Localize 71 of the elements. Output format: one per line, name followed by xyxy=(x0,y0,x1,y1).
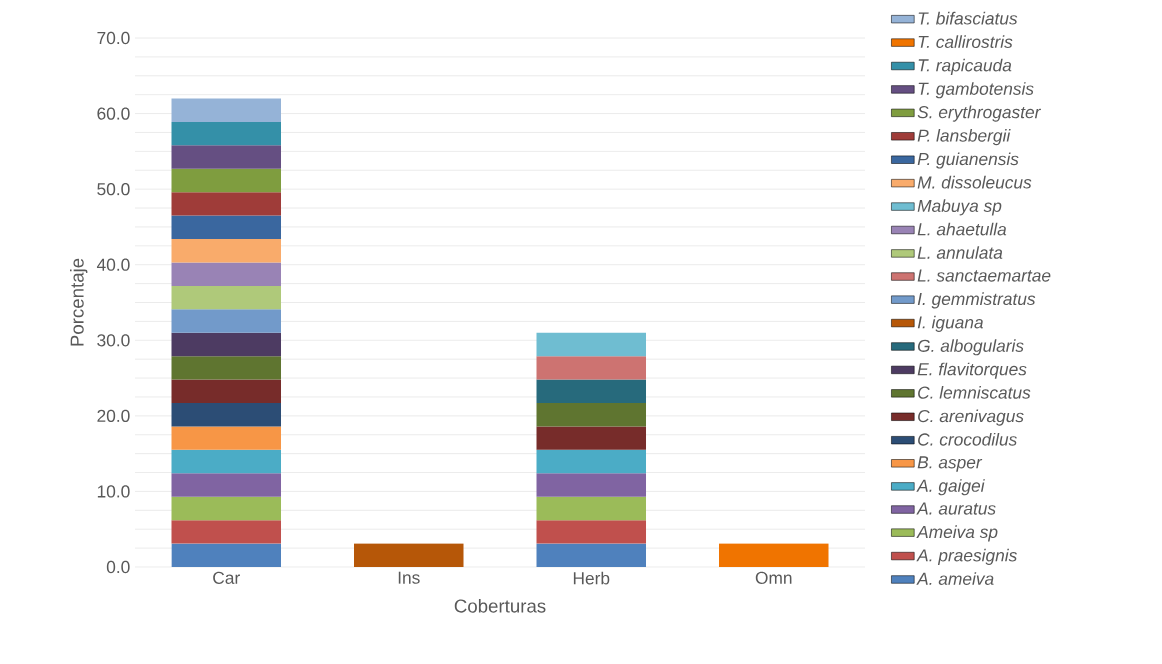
legend-label: I. gemmistratus xyxy=(917,292,1036,309)
bar xyxy=(171,403,282,427)
legend-label: C. arenivagus xyxy=(918,409,1024,426)
bar xyxy=(171,449,282,474)
x-tick-label: Herb xyxy=(573,571,610,585)
bar xyxy=(171,168,282,193)
legend-label: Ameiva sp xyxy=(916,525,998,542)
bar xyxy=(171,192,282,216)
bar xyxy=(171,215,282,240)
bar xyxy=(536,332,647,357)
bar xyxy=(719,543,829,567)
x-axis-title: Coberturas xyxy=(454,598,546,613)
bar xyxy=(536,543,647,567)
legend-label: T. bifasciatus xyxy=(918,11,1018,25)
y-tick-label: 10.0 xyxy=(97,485,130,498)
legend-label: M. dissoleucus xyxy=(917,175,1032,189)
bar xyxy=(536,403,647,427)
legend-label: G. albogularis xyxy=(917,339,1024,356)
bar xyxy=(171,473,282,497)
legend-label: C. lemniscatus xyxy=(918,386,1031,399)
bar xyxy=(536,379,647,404)
legend-label: P. guianensis xyxy=(917,152,1019,169)
bar xyxy=(171,262,282,286)
y-tick-label: 20.0 xyxy=(97,409,130,422)
bar xyxy=(354,543,464,567)
legend-label: B. asper xyxy=(917,456,983,472)
bar xyxy=(536,496,647,521)
legend-label: A. praesignis xyxy=(916,548,1017,565)
y-tick-label: 40.0 xyxy=(96,258,130,271)
bar xyxy=(171,98,282,122)
bar xyxy=(171,543,282,567)
bar xyxy=(536,449,647,474)
x-tick-label: Omn xyxy=(755,571,792,584)
bar xyxy=(171,145,282,169)
bar xyxy=(171,309,282,333)
legend-label: T. gambotensis xyxy=(918,82,1034,99)
bar xyxy=(536,426,647,450)
bar xyxy=(171,520,282,544)
y-tick-label: 0.0 xyxy=(106,560,130,574)
y-tick-label: 50.0 xyxy=(97,183,130,196)
bar xyxy=(171,496,282,521)
bar xyxy=(171,356,282,380)
bar xyxy=(536,520,647,544)
x-tick-label: Car xyxy=(213,571,240,584)
bar xyxy=(171,121,282,146)
legend-label: E. flavitorques xyxy=(917,362,1027,379)
legend-label: L. annulata xyxy=(917,246,1003,259)
x-tick-label: Ins xyxy=(398,571,420,584)
bar xyxy=(171,332,282,357)
bar xyxy=(171,239,282,263)
legend-label: T. rapicauda xyxy=(918,58,1012,75)
y-tick-label: 30.0 xyxy=(97,334,130,347)
legend-label: P. lansbergii xyxy=(917,129,1011,146)
legend-label: S. erythrogaster xyxy=(917,105,1042,122)
bar xyxy=(171,426,282,450)
legend-label: A. ameiva xyxy=(916,572,994,585)
bar xyxy=(536,473,647,497)
legend-label: L. sanctaemartae xyxy=(917,269,1051,282)
legend-label: I. iguana xyxy=(917,315,984,332)
bar xyxy=(171,285,282,310)
y-axis-title: Porcentaje xyxy=(70,258,88,346)
y-tick-label: 60.0 xyxy=(97,107,130,120)
legend-label: T. callirostris xyxy=(918,35,1013,49)
legend-label: C. crocodilus xyxy=(918,432,1017,446)
legend-label: Mabuya sp xyxy=(917,199,1002,216)
legend-label: A. gaigei xyxy=(916,479,985,496)
y-tick-label: 70.0 xyxy=(97,31,130,45)
legend-label: L. ahaetulla xyxy=(917,222,1007,236)
bar xyxy=(536,356,647,380)
legend-label: A. auratus xyxy=(916,502,996,515)
bar xyxy=(171,379,282,404)
